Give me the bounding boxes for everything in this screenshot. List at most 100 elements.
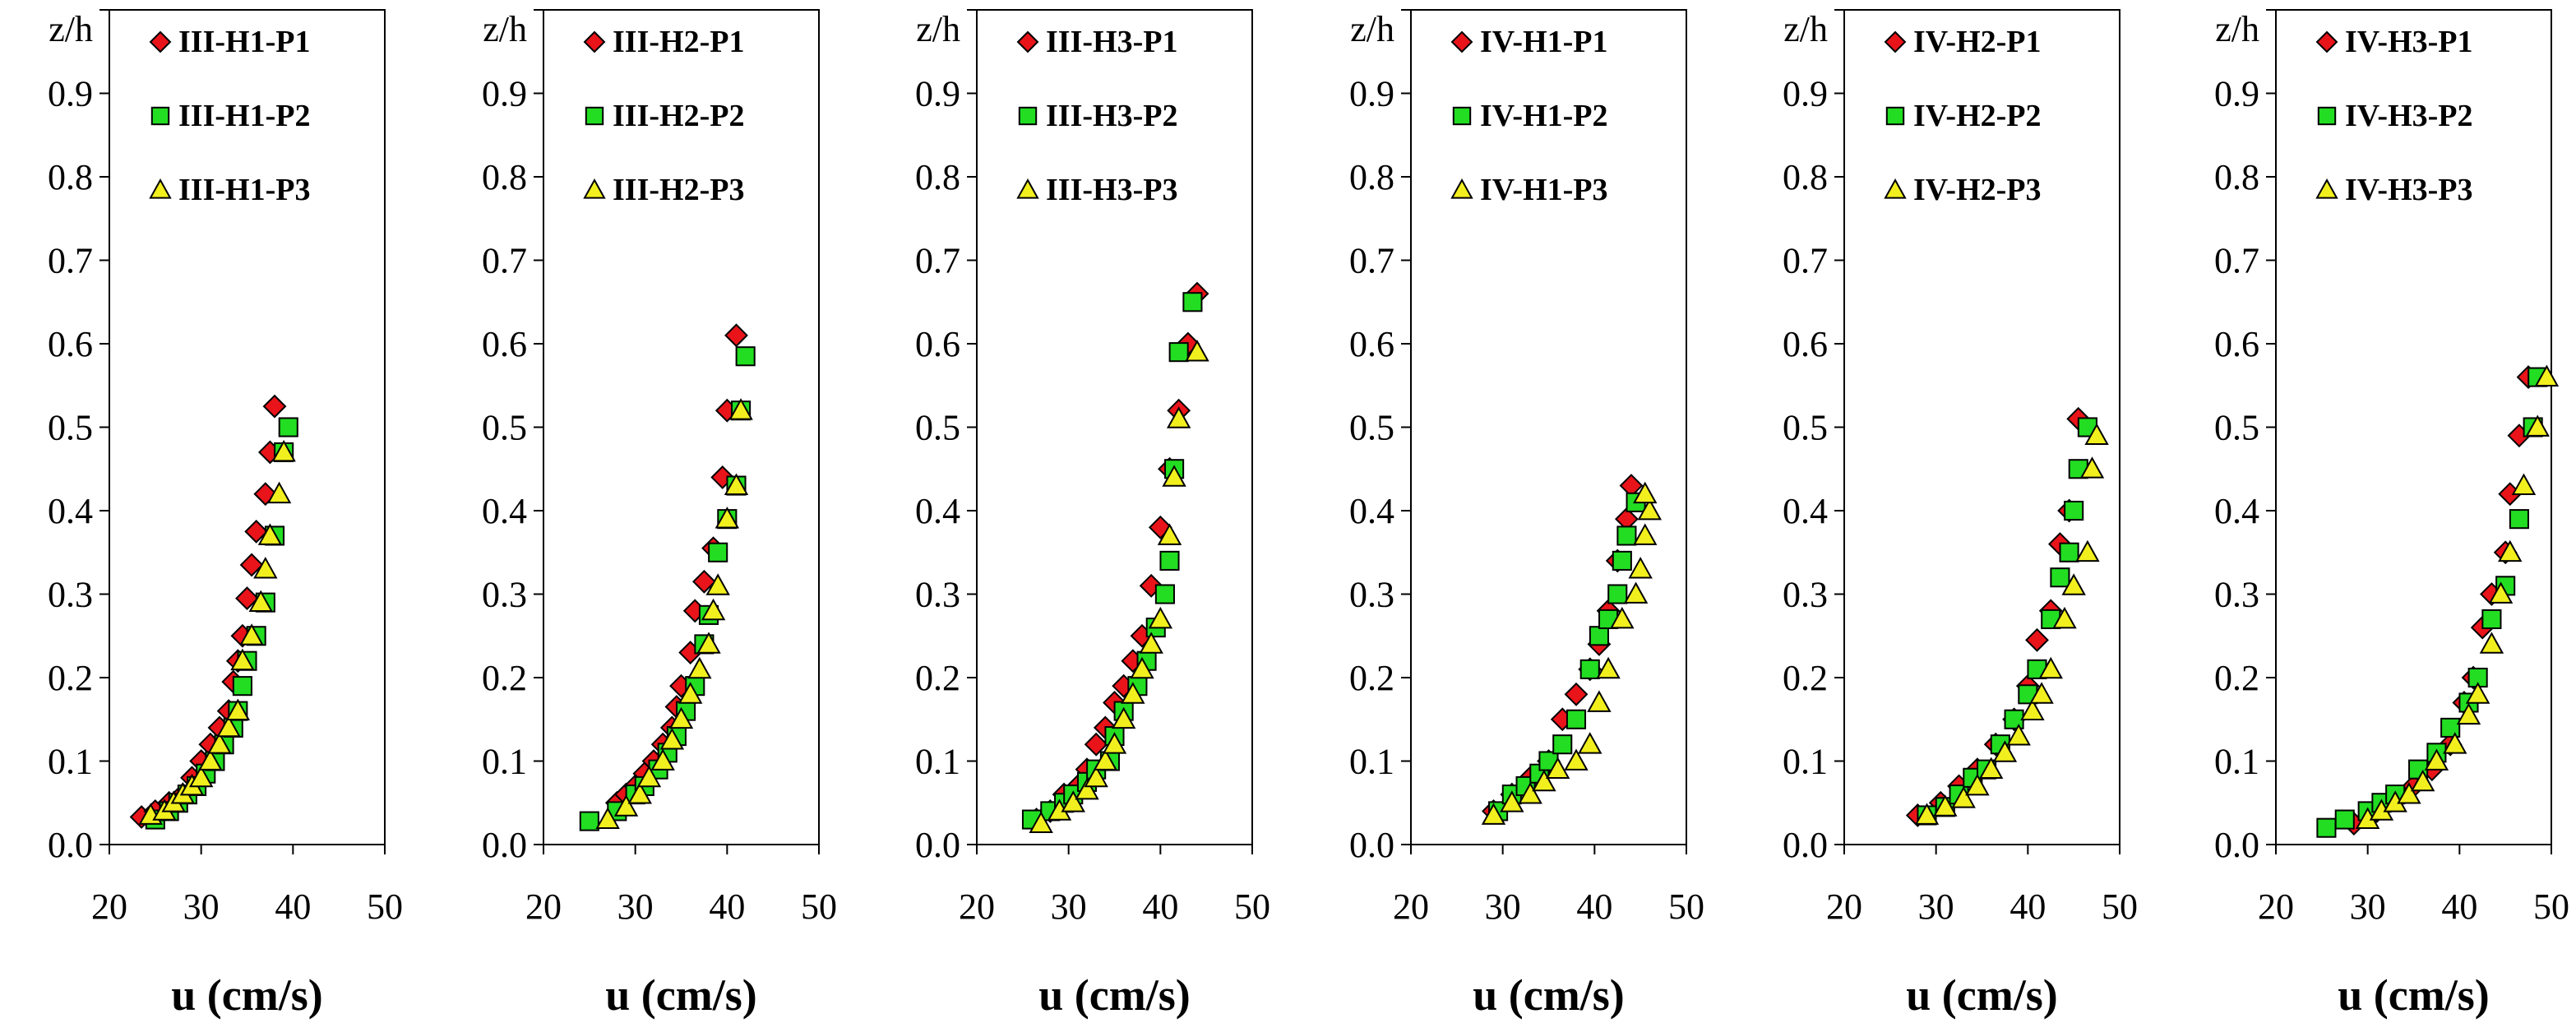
- y-tick-label: 0.7: [915, 241, 960, 281]
- data-point-diamond: [724, 323, 748, 348]
- data-point-triangle: [2052, 606, 2077, 629]
- legend-marker-diamond: [2315, 30, 2338, 53]
- data-point-triangle: [1481, 803, 1506, 825]
- x-tick-label: 50: [1668, 886, 1704, 927]
- legend-marker-diamond: [1884, 30, 1907, 53]
- series-IV-H3-P3: [2355, 364, 2560, 829]
- legend-marker-triangle: [1016, 178, 1039, 199]
- y-tick-label: 0.4: [915, 491, 960, 531]
- data-point-triangle: [1623, 581, 1649, 604]
- data-point-triangle: [2410, 769, 2435, 792]
- data-point-triangle: [2525, 414, 2550, 437]
- x-tick-label: 20: [2258, 886, 2294, 927]
- x-tick-label: 30: [1485, 886, 1521, 927]
- legend-marker-square: [1452, 106, 1472, 126]
- y-tick-label: 0.6: [915, 324, 960, 364]
- data-point-triangle: [2075, 539, 2100, 562]
- data-point-triangle: [239, 623, 264, 646]
- y-tick-label: 0.0: [1783, 825, 1828, 865]
- x-tick-label: 40: [1142, 886, 1178, 927]
- y-tick-label: 0.5: [48, 408, 93, 448]
- data-point-square: [2440, 717, 2461, 738]
- legend-label: IV-H2-P3: [1913, 173, 2042, 207]
- x-tick-label: 20: [91, 886, 127, 927]
- data-point-triangle: [1914, 803, 1940, 825]
- data-point-triangle: [2443, 732, 2467, 754]
- data-point-triangle: [1075, 777, 1099, 800]
- y-tick-label: 0.7: [1783, 241, 1828, 281]
- y-tick-label: 0.2: [1349, 658, 1394, 698]
- legend-label: IV-H3-P3: [2345, 173, 2473, 207]
- data-point-triangle: [687, 656, 712, 679]
- data-point-triangle: [1121, 682, 1145, 704]
- y-tick-label: 0.4: [1783, 491, 1828, 531]
- data-point-diamond: [1084, 732, 1108, 757]
- data-point-triangle: [1093, 748, 1118, 771]
- x-tick-label: 30: [1051, 886, 1087, 927]
- data-point-triangle: [659, 728, 685, 750]
- y-tick-label: 0.1: [2214, 742, 2259, 782]
- data-point-square: [1154, 584, 1175, 604]
- chart-panel-5: 0.0 0.1 0.2 0.3 0.4 0.5 0.6 0.7 0.8 0.9 z/h 20 30 40 5…: [1783, 9, 2138, 1020]
- legend-marker-square: [2317, 106, 2337, 126]
- y-tick-label: 0.2: [48, 658, 93, 698]
- data-point-square: [1589, 626, 1609, 646]
- y-tick-label: 0.6: [482, 324, 527, 364]
- data-point-triangle: [2534, 364, 2560, 387]
- data-point-diamond: [235, 586, 259, 610]
- legend-marker-triangle: [1450, 178, 1473, 199]
- y-tick-label: 0.5: [915, 408, 960, 448]
- y-tick-label: 0.6: [1783, 324, 1828, 364]
- x-tick-label: 20: [525, 886, 562, 927]
- data-point-triangle: [613, 794, 639, 817]
- y-tick-label: 0.2: [915, 658, 960, 698]
- y-tick-label: 0.9: [482, 74, 527, 114]
- chart-panel-3: 0.0 0.1 0.2 0.3 0.4 0.5 0.6 0.7 0.8 0.9 z/h 20 30 40 5…: [915, 9, 1270, 1020]
- x-tick-label: 30: [1918, 886, 1954, 927]
- y-tick-label: 0.7: [482, 241, 527, 281]
- x-tick-label: 40: [275, 886, 311, 927]
- data-point-square: [2334, 809, 2355, 830]
- y-tick-label: 0.2: [1783, 658, 1828, 698]
- x-tick-label: 20: [1826, 886, 1862, 927]
- y-tick-label: 0.3: [2214, 575, 2259, 615]
- legend-label: IV-H1-P1: [1480, 25, 1608, 59]
- data-point-triangle: [2029, 682, 2054, 704]
- series-IV-H2-P3: [1914, 423, 2109, 825]
- legend-label: IV-H1-P3: [1480, 173, 1608, 207]
- data-point-triangle: [696, 632, 721, 654]
- legend-marker-square: [1885, 106, 1905, 126]
- data-point-triangle: [705, 573, 730, 595]
- data-point-square: [579, 811, 599, 831]
- data-point-square: [2481, 609, 2502, 630]
- data-point-square: [232, 676, 252, 697]
- x-tick-label: 40: [2441, 886, 2477, 927]
- data-point-triangle: [2084, 423, 2109, 446]
- y-tick-label: 0.7: [1349, 241, 1394, 281]
- y-tick-label: 0.1: [1783, 742, 1828, 782]
- data-point-triangle: [678, 682, 703, 704]
- data-point-diamond: [1564, 682, 1589, 706]
- legend: III-H2-P1 III-H2-P2 III-H2-P3: [583, 25, 744, 207]
- series-III-H3-P3: [1029, 340, 1209, 834]
- y-tick-label: 0.9: [915, 74, 960, 114]
- legend-label: IV-H2-P1: [1913, 25, 2042, 59]
- legend: IV-H3-P1 IV-H3-P2 IV-H3-P3: [2315, 25, 2473, 207]
- data-point-triangle: [2061, 573, 2086, 595]
- data-point-triangle: [2397, 782, 2421, 804]
- series-III-H1-P3: [138, 439, 296, 825]
- data-point-square: [1565, 709, 1587, 729]
- data-point-triangle: [198, 748, 223, 771]
- data-point-triangle: [1162, 465, 1186, 487]
- data-point-triangle: [230, 648, 255, 671]
- series-III-H1-P2: [145, 417, 298, 830]
- legend: IV-H2-P1 IV-H2-P2 IV-H2-P3: [1884, 25, 2042, 207]
- x-tick-label: 50: [1234, 886, 1270, 927]
- data-point-triangle: [1532, 769, 1556, 792]
- legend-marker-diamond: [149, 30, 172, 53]
- data-point-square: [2064, 500, 2084, 521]
- data-point-triangle: [668, 706, 694, 729]
- y-tick-label: 0.2: [2214, 658, 2259, 698]
- data-point-triangle: [2038, 656, 2063, 679]
